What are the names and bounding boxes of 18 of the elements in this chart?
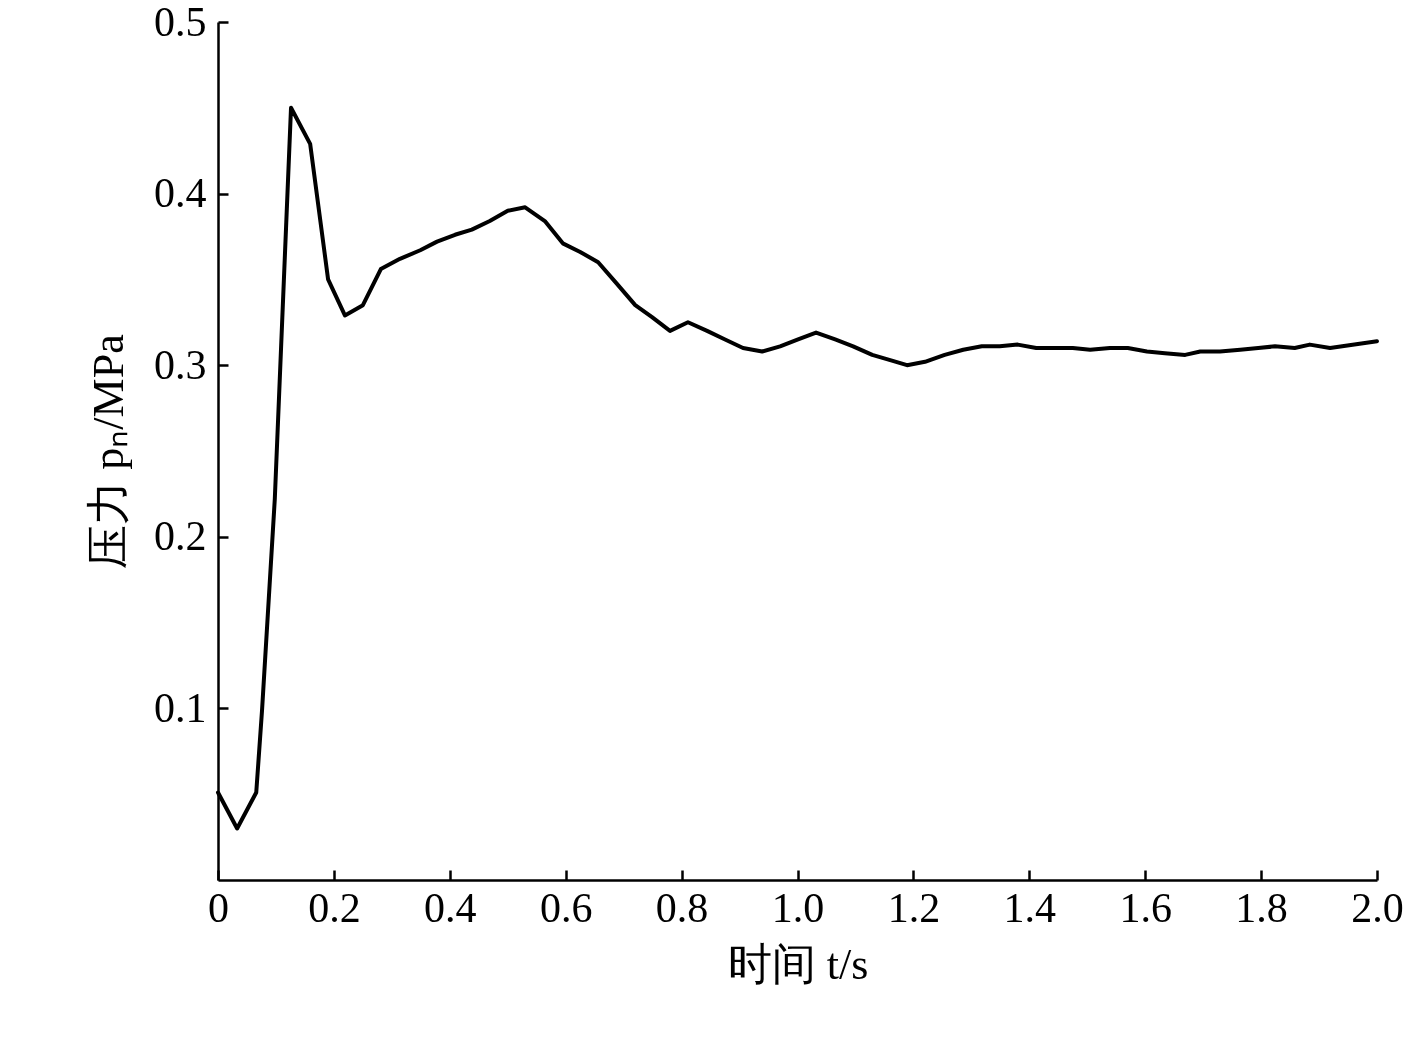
x-tick-label: 1.0 <box>771 884 825 931</box>
y-tick-label: 0.2 <box>154 513 207 560</box>
y-tick-label: 0.1 <box>154 684 207 731</box>
x-tick-label: 2.0 <box>1351 884 1404 931</box>
x-axis-title: 时间 t/s <box>727 939 869 989</box>
x-tick-label: 0.8 <box>655 884 709 931</box>
y-tick-label: 0.5 <box>154 0 207 45</box>
x-tick-label: 0.6 <box>539 884 593 931</box>
y-tick-label: 0.4 <box>154 170 207 217</box>
x-tick-label: 0.2 <box>308 884 361 931</box>
x-tick-label: 1.2 <box>887 884 941 931</box>
x-tick-label: 0.4 <box>424 884 477 931</box>
y-tick-label: 0.3 <box>154 341 207 388</box>
x-tick-label: 1.4 <box>1003 884 1057 931</box>
y-axis-title: 压力 pₙ/MPa <box>84 334 133 569</box>
x-tick-label: 1.8 <box>1235 884 1288 931</box>
x-tick-label: 1.6 <box>1119 884 1172 931</box>
x-tick-label: 0 <box>208 884 229 931</box>
